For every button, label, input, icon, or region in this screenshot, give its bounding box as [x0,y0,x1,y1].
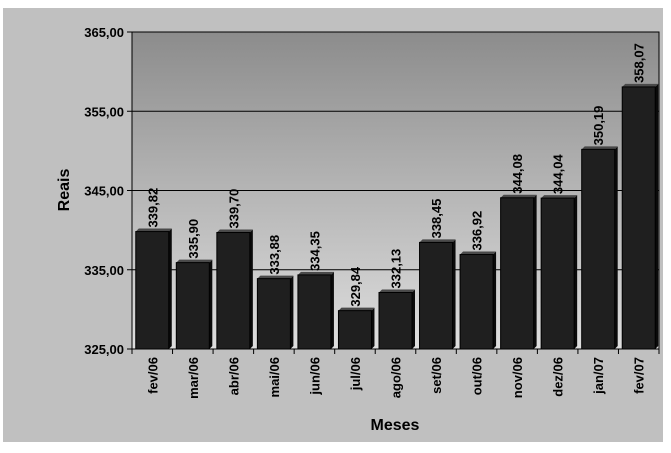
bar-side [330,271,334,349]
data-label: 358,07 [632,43,647,83]
bar-side [209,259,213,349]
x-tick-label: mar/06 [186,357,201,399]
data-label: 333,88 [267,235,282,275]
bar [419,241,454,350]
bar-side [412,289,415,349]
y-tick-label: 325,00 [84,342,124,357]
bar-top [257,275,294,279]
x-tick-label: jan/07 [591,357,606,395]
bar-side [493,251,497,349]
bar-side [371,307,375,349]
x-tick-label: out/06 [470,357,485,395]
data-label: 334,35 [307,231,322,271]
data-label: 332,13 [389,249,404,289]
bar-top [460,251,497,255]
bar-side [452,239,456,349]
bar-top [135,228,172,232]
bar-side [533,194,537,349]
bar-side [655,83,659,349]
bar [256,278,291,350]
x-tick-label: set/06 [429,357,444,394]
bar-side [290,275,294,349]
bar-side [249,229,253,349]
bar [459,254,494,350]
bar [297,274,332,350]
x-tick-label: jul/06 [348,357,363,391]
bar-side [614,146,618,349]
x-tick-label: jun/06 [307,357,322,396]
y-axis-title: Reais [56,169,73,212]
bar-top [581,146,618,150]
data-label: 329,84 [348,266,363,307]
bar [540,197,575,350]
x-tick-label: abr/06 [226,357,241,395]
y-tick-label: 345,00 [84,184,124,199]
y-tick-label: 335,00 [84,263,124,278]
data-label: 338,45 [429,199,444,239]
bar [216,232,251,350]
x-tick-label: nov/06 [510,357,525,398]
bar-side [574,195,578,349]
bar [378,291,413,350]
data-label: 339,70 [226,189,241,229]
data-label: 335,90 [186,219,201,259]
y-tick-label: 365,00 [84,25,124,40]
bar-top [338,307,375,311]
data-label: 344,04 [551,154,566,195]
data-label: 350,19 [591,106,606,146]
bar [500,197,535,350]
data-label: 344,08 [510,154,525,194]
x-tick-label: mai/06 [267,357,282,397]
bar-top [297,271,334,275]
x-tick-label: ago/06 [389,357,404,398]
bar-top [216,229,253,233]
bar-top [500,194,537,198]
bar-top [379,289,415,293]
bar [337,310,372,350]
bar [135,231,170,350]
y-tick-label: 355,00 [84,104,124,119]
x-axis-title: Meses [371,417,420,434]
bar [581,148,616,350]
x-tick-label: dez/06 [551,357,566,397]
bar-top [541,195,578,199]
x-tick-label: fev/06 [145,357,160,394]
bar [175,262,210,350]
x-tick-label: fev/07 [632,357,647,394]
bar-side [168,228,172,349]
bar-top [176,259,213,263]
data-label: 336,92 [470,211,485,251]
bar-top [622,83,659,87]
data-label: 339,82 [145,188,160,228]
bar-top [419,239,456,243]
bar [621,86,656,350]
